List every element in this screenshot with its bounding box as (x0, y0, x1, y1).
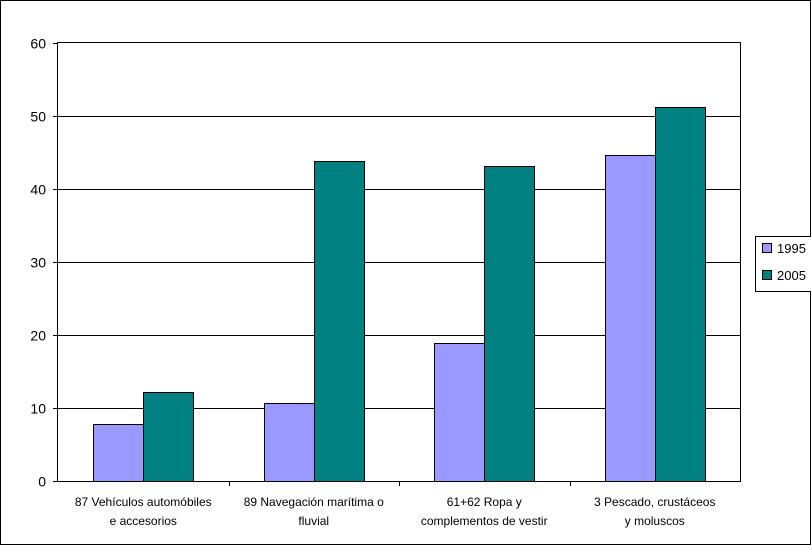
y-tick-label: 0 (38, 474, 46, 490)
bar-1995-cat-3 (435, 344, 485, 482)
x-tick-label: e accesorios (110, 514, 177, 528)
bar-2005-cat-1 (144, 393, 194, 482)
x-tick-label: 3 Pescado, crustáceos (594, 495, 715, 509)
bar-1995-cat-2 (265, 404, 315, 482)
y-tick-label: 10 (30, 401, 46, 417)
bar-1995-cat-4 (606, 156, 656, 482)
y-tick-label: 60 (30, 36, 46, 52)
bar-2005-cat-3 (485, 167, 535, 482)
legend-label: 2005 (777, 268, 806, 283)
x-tick-label: y moluscos (625, 514, 685, 528)
legend-swatch-1995 (763, 244, 772, 253)
y-tick-label: 20 (30, 328, 46, 344)
legend: 1995 2005 (756, 237, 811, 292)
bar-2005-cat-2 (315, 162, 365, 482)
x-tick-label: 89 Navegación marítima o (244, 495, 384, 509)
y-tick-label: 30 (30, 255, 46, 271)
y-tick-label: 50 (30, 109, 46, 125)
y-tick-label: 40 (30, 182, 46, 198)
legend-swatch-2005 (763, 271, 772, 280)
x-tick-label: fluvial (298, 514, 329, 528)
x-tick-label: 61+62 Ropa y (447, 495, 522, 509)
x-tick-label: 87 Vehículos automóbiles (75, 495, 212, 509)
x-tick-label: complementos de vestir (421, 514, 548, 528)
legend-label: 1995 (777, 241, 806, 256)
bar-1995-cat-1 (94, 425, 144, 482)
bar-2005-cat-4 (656, 108, 706, 482)
